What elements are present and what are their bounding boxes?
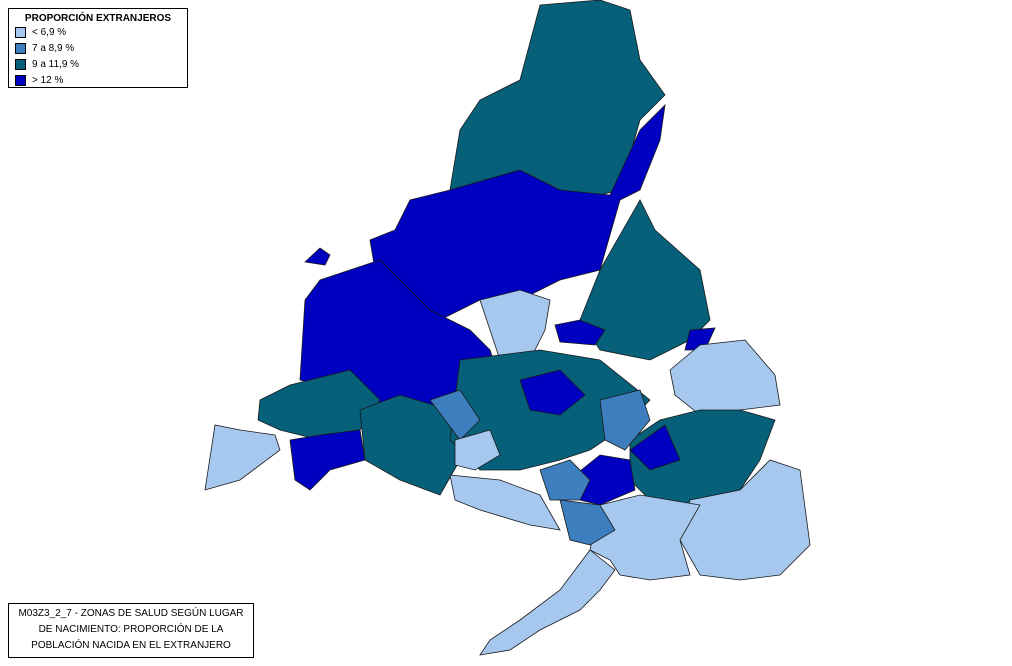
legend-swatch (15, 42, 26, 54)
zone (479, 289, 551, 361)
legend-label: 9 a 11,9 % (32, 58, 80, 70)
legend-item: < 6,9 % (9, 24, 187, 40)
zone (449, 474, 561, 531)
legend-swatch (15, 58, 26, 70)
legend-swatch (15, 74, 26, 86)
legend-label: < 6,9 % (32, 26, 67, 38)
legend-swatch (15, 26, 26, 38)
zone (304, 247, 331, 266)
legend-item: > 12 % (9, 72, 187, 88)
zone (669, 339, 781, 416)
zone (204, 424, 281, 491)
zone (589, 494, 701, 581)
zone (289, 429, 366, 491)
caption: M03Z3_2_7 - ZONAS DE SALUD SEGÚN LUGAR D… (8, 603, 254, 658)
zone (629, 424, 681, 471)
zone (454, 429, 501, 471)
caption-line: DE NACIMIENTO: PROPORCIÓN DE LA (38, 624, 224, 635)
zone (679, 459, 811, 581)
legend-label: > 12 % (32, 74, 64, 86)
legend-label: 7 a 8,9 % (32, 42, 75, 54)
zone (429, 389, 481, 441)
zone (599, 389, 651, 451)
zone (479, 549, 616, 656)
caption-line: POBLACIÓN NACIDA EN EL EXTRANJERO (31, 640, 231, 651)
zone (559, 499, 616, 546)
zone (359, 394, 461, 496)
legend-item: 9 a 11,9 % (9, 56, 187, 72)
zone (539, 459, 591, 501)
caption-line: M03Z3_2_7 - ZONAS DE SALUD SEGÚN LUGAR (18, 608, 244, 619)
zone (519, 369, 586, 416)
legend: PROPORCIÓN EXTRANJEROS < 6,9 % 7 a 8,9 % 9… (8, 8, 188, 88)
legend-title: PROPORCIÓN EXTRANJEROS (24, 13, 172, 24)
zone (554, 319, 606, 346)
legend-item: 7 a 8,9 % (9, 40, 187, 56)
